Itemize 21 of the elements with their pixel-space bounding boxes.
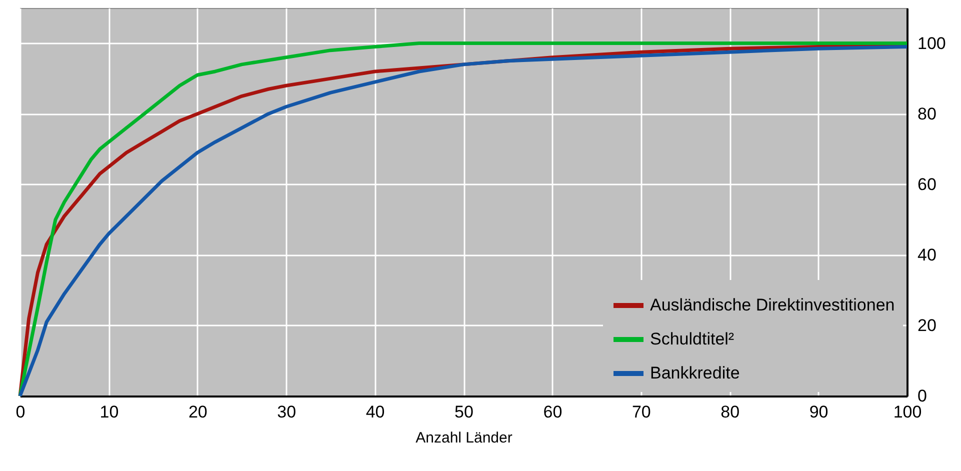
y-tick-label: 0 <box>918 386 927 406</box>
legend-label: Bankkredite <box>650 364 740 382</box>
y-tick-label: 80 <box>918 104 936 124</box>
x-tick-label: 70 <box>632 402 651 422</box>
x-tick-label: 80 <box>720 402 740 422</box>
x-axis-title: Anzahl Länder <box>416 430 512 446</box>
x-tick-label: 40 <box>366 402 385 422</box>
x-tick-label: 90 <box>809 402 828 422</box>
x-tick-label: 100 <box>893 402 922 422</box>
y-tick-label: 40 <box>918 245 936 264</box>
y-tick-label: 60 <box>918 174 936 194</box>
legend-label: Ausländische Direktinvestitionen <box>650 296 895 314</box>
x-tick-label: 30 <box>277 402 296 422</box>
x-tick-label: 20 <box>188 402 208 422</box>
x-tick-label: 50 <box>454 402 474 422</box>
x-tick-label: 10 <box>100 402 119 422</box>
legend-label: Schuldtitel² <box>650 330 734 348</box>
x-tick-label: 0 <box>16 402 26 422</box>
x-tick-label: 60 <box>543 402 562 422</box>
y-tick-label: 20 <box>918 316 936 335</box>
y-tick-label: 100 <box>918 34 946 53</box>
